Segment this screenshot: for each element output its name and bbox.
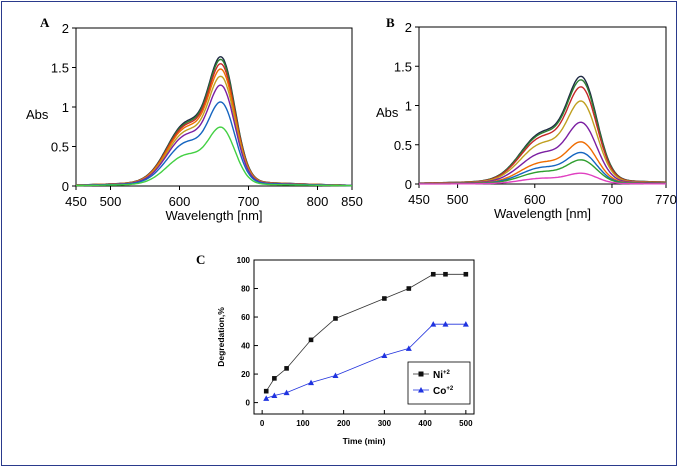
legend-superscript: +2: [446, 386, 454, 392]
series-line: [265, 273, 466, 392]
legend-label: Ni+2: [433, 370, 451, 381]
y-axis-label: Abs: [26, 107, 49, 122]
y-axis-label: Degredation,%: [216, 307, 226, 367]
x-tick-label: 500: [100, 194, 122, 209]
spectrum-line: [419, 86, 666, 184]
data-point: [332, 372, 339, 378]
data-point: [463, 271, 469, 277]
x-tick-label: 400: [418, 419, 432, 428]
data-point: [263, 395, 270, 401]
legend-superscript: +2: [443, 370, 451, 376]
data-point: [283, 389, 290, 396]
panel-label-b: B: [386, 15, 395, 30]
y-tick-label: 1: [405, 99, 412, 114]
y-tick-label: 2: [62, 21, 69, 36]
legend-marker: [418, 371, 424, 377]
y-tick-label: 0: [62, 179, 69, 194]
data-point: [442, 321, 449, 327]
x-tick-label: 770: [655, 192, 677, 207]
spectrum-line: [76, 101, 352, 187]
spectrum-line: [419, 172, 666, 185]
data-point: [333, 316, 338, 321]
chart-c: 0 100 200 300 400 500 0 20 40 60 80 100 Time (min) De…: [216, 256, 475, 446]
y-tick-label: 80: [241, 285, 250, 294]
x-tick-label: 500: [459, 419, 473, 428]
y-tick-label: 1.5: [51, 61, 69, 76]
data-point: [271, 392, 278, 398]
data-point: [308, 379, 315, 386]
spectrum-line: [76, 126, 352, 187]
data-point: [284, 366, 289, 371]
panel-label-c: C: [196, 252, 205, 267]
data-point: [430, 321, 437, 327]
spectrum-line: [418, 151, 667, 185]
y-tick-label: 1: [62, 100, 69, 115]
x-tick-label: 800: [307, 194, 329, 209]
chart-a: 450 500 600 700 800 850 0 0.5 1 1.5 2 Wavelength [n…: [26, 21, 363, 223]
data-point: [381, 352, 388, 359]
data-point: [405, 345, 412, 351]
x-tick-label: 700: [601, 192, 623, 207]
chart-b: 450 500 600 700 770 0 0.5 1 1.5 2 Wavelength [nm] A…: [376, 20, 677, 221]
x-tick-label: 0: [260, 419, 265, 428]
x-tick-label: 600: [169, 194, 191, 209]
x-axis-label: Wavelength [nm]: [494, 206, 591, 221]
data-point: [382, 296, 387, 301]
y-tick-label: 0: [246, 399, 251, 408]
plot-area-c: [253, 259, 475, 415]
x-axis-label: Time (min): [343, 436, 386, 446]
series-line: [266, 323, 466, 399]
spectrum-line: [76, 62, 352, 186]
plot-area-b: [418, 26, 667, 185]
data-point: [263, 388, 269, 394]
data-point: [443, 271, 448, 277]
data-point: [430, 271, 436, 277]
y-tick-label: 60: [241, 313, 250, 322]
y-tick-label: 20: [241, 370, 250, 379]
y-tick-label: 100: [237, 256, 251, 265]
y-axis-label: Abs: [376, 105, 399, 120]
legend-label: Co+2: [433, 386, 454, 397]
y-tick-label: 2: [405, 20, 412, 35]
x-tick-label: 600: [524, 192, 546, 207]
y-tick-label: 0: [405, 177, 412, 192]
x-tick-label: 850: [341, 194, 363, 209]
legend-box: [407, 361, 471, 405]
data-point: [308, 337, 314, 343]
x-tick-label: 200: [337, 419, 351, 428]
panel-label-a: A: [40, 15, 50, 30]
y-tick-label: 1.5: [394, 59, 412, 74]
data-point: [462, 321, 469, 327]
plot-area-a: [75, 27, 353, 187]
x-tick-label: 300: [378, 419, 392, 428]
x-tick-label: 500: [447, 192, 469, 207]
data-point: [272, 376, 277, 381]
spectrum-line: [76, 84, 352, 187]
x-tick-label: 100: [296, 419, 310, 428]
y-tick-label: 40: [241, 342, 250, 351]
x-tick-label: 450: [408, 192, 430, 207]
x-axis-label: Wavelength [nm]: [165, 208, 262, 223]
y-tick-label: 0.5: [51, 140, 69, 155]
x-tick-label: 700: [238, 194, 260, 209]
y-tick-label: 0.5: [394, 138, 412, 153]
x-tick-label: 450: [65, 194, 87, 209]
data-point: [406, 286, 412, 291]
legend-marker: [418, 387, 424, 393]
